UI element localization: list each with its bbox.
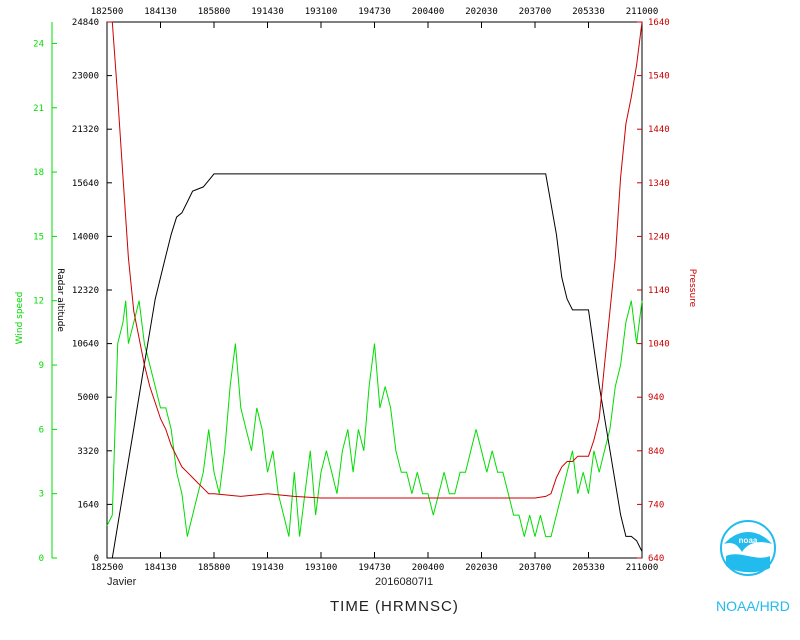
x-tick-label-top: 184130 xyxy=(144,7,177,17)
x-ticks-top: 182500 184130 185800 191430 193100 194730 2004… xyxy=(91,7,659,28)
agency-label: NOAA/HRD xyxy=(716,598,790,614)
x-tick-label-bottom: 191430 xyxy=(251,563,284,573)
flight-id: 20160807I1 xyxy=(375,576,434,588)
pressure-axis: 640 740 840 940 1040 1140 1240 1340 1440 1540 1640 xyxy=(637,18,670,564)
altitude-axis-label: Radar altitude xyxy=(55,268,65,332)
pressure-tick-label: 1340 xyxy=(648,179,670,189)
altitude-tick-label: 5000 xyxy=(77,393,99,403)
series-line-pressure xyxy=(107,21,643,499)
noaa-logo-text: noaa xyxy=(739,536,758,545)
pressure-tick-label: 740 xyxy=(648,500,664,510)
x-tick-label-top: 205330 xyxy=(572,7,605,17)
altitude-tick-label: 0 xyxy=(94,554,99,564)
x-tick-label-top: 185800 xyxy=(198,7,231,17)
series-line-radar-altitude xyxy=(107,173,643,559)
altitude-tick-label: 14000 xyxy=(72,232,99,242)
series-layer xyxy=(106,21,643,559)
wind-tick-label: 21 xyxy=(33,104,44,114)
x-tick-label-top: 194730 xyxy=(358,7,391,17)
altitude-tick-label: 21320 xyxy=(72,125,99,135)
pressure-tick-label: 840 xyxy=(648,447,664,457)
wind-tick-label: 0 xyxy=(39,554,44,564)
series-line-wind-speed xyxy=(106,300,643,538)
wind-tick-label: 12 xyxy=(33,297,44,307)
wind-tick-label: 18 xyxy=(33,168,44,178)
x-tick-label-top: 202030 xyxy=(465,7,498,17)
altitude-tick-label: 15640 xyxy=(72,179,99,189)
storm-name: Javier xyxy=(107,576,137,588)
x-tick-label-top: 211000 xyxy=(626,7,659,17)
x-ticks-bottom: 182500 184130 185800 191430 193100 194730 2004… xyxy=(91,552,659,573)
wind-tick-label: 15 xyxy=(33,232,44,242)
x-tick-label-top: 203700 xyxy=(519,7,552,17)
wind-axis-label: Wind speed xyxy=(15,292,25,345)
pressure-tick-label: 1540 xyxy=(648,72,670,82)
x-tick-label-bottom: 200400 xyxy=(412,563,445,573)
pressure-tick-label: 1240 xyxy=(648,232,670,242)
pressure-tick-label: 1040 xyxy=(648,340,670,350)
x-tick-label-bottom: 185800 xyxy=(198,563,231,573)
x-tick-label-top: 193100 xyxy=(305,7,338,17)
altitude-tick-label: 1640 xyxy=(77,500,99,510)
pressure-tick-label: 940 xyxy=(648,393,664,403)
altitude-tick-label: 23000 xyxy=(72,72,99,82)
pressure-axis-label: Pressure xyxy=(687,269,697,308)
altitude-tick-label: 3320 xyxy=(77,447,99,457)
pressure-tick-label: 1140 xyxy=(648,286,670,296)
altitude-tick-label: 10640 xyxy=(72,340,99,350)
altitude-tick-label: 12320 xyxy=(72,286,99,296)
x-tick-label-bottom: 203700 xyxy=(519,563,552,573)
wind-tick-label: 6 xyxy=(39,425,44,435)
x-tick-label-bottom: 194730 xyxy=(358,563,391,573)
wind-tick-label: 3 xyxy=(39,490,44,500)
x-tick-label-top: 200400 xyxy=(412,7,445,17)
altitude-tick-label: 24840 xyxy=(72,18,99,28)
pressure-tick-label: 640 xyxy=(648,554,664,564)
x-tick-label-top: 182500 xyxy=(91,7,124,17)
wind-tick-label: 24 xyxy=(33,39,44,49)
wind-axis: 0 3 6 9 12 15 18 21 24 xyxy=(33,22,57,564)
x-tick-label-bottom: 182500 xyxy=(91,563,124,573)
x-tick-label-bottom: 205330 xyxy=(572,563,605,573)
x-tick-label-bottom: 184130 xyxy=(144,563,177,573)
x-tick-label-bottom: 211000 xyxy=(626,563,659,573)
x-tick-label-bottom: 193100 xyxy=(305,563,338,573)
noaa-logo-bird xyxy=(724,532,772,552)
noaa-logo: noaa xyxy=(720,520,776,576)
x-tick-label-top: 191430 xyxy=(251,7,284,17)
noaa-logo-wave xyxy=(726,554,770,573)
pressure-tick-label: 1440 xyxy=(648,125,670,135)
plot-frame xyxy=(106,21,643,559)
altitude-axis: 0 1640 3320 5000 10640 12320 14000 15640 21320 23… xyxy=(72,18,112,564)
pressure-tick-label: 1640 xyxy=(648,18,670,28)
wind-tick-label: 9 xyxy=(39,361,44,371)
x-tick-label-bottom: 202030 xyxy=(465,563,498,573)
x-axis-title: TIME (HRMNSC) xyxy=(330,598,459,615)
